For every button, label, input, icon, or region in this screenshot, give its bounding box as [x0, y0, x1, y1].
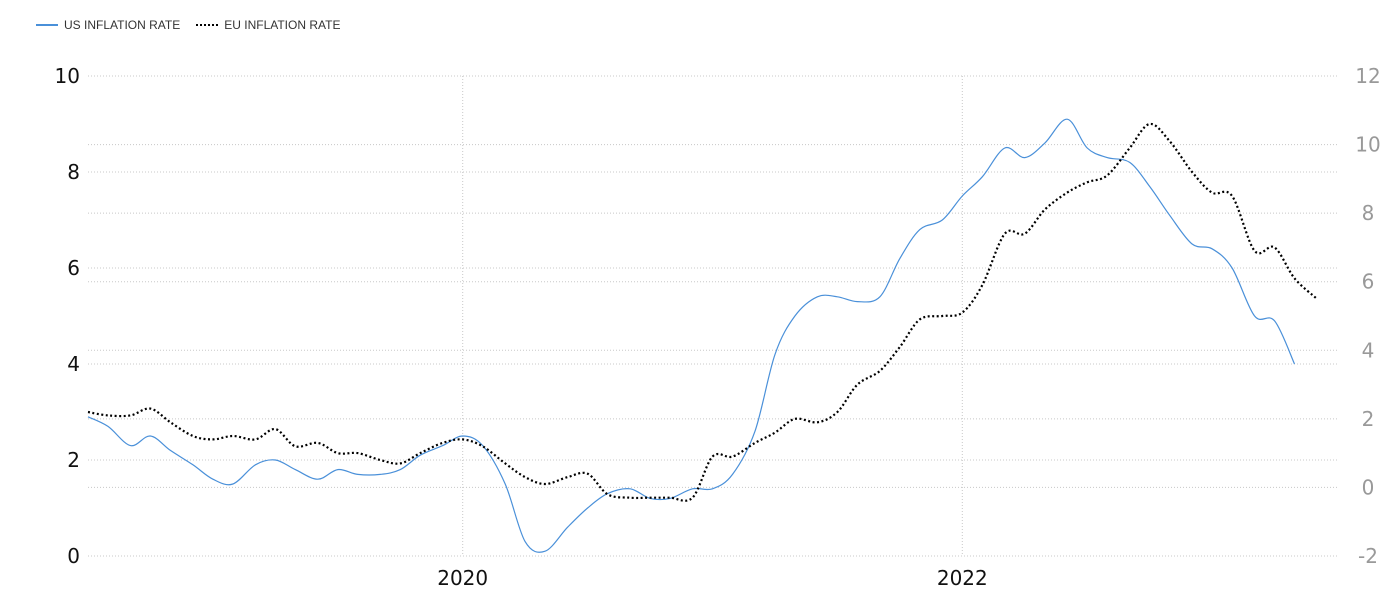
legend-swatch-eu: [196, 24, 219, 26]
legend-item-eu[interactable]: EU INFLATION RATE: [196, 18, 340, 32]
y-axis-left: 0 2 4 6 8 10: [55, 64, 80, 568]
us-inflation-line: [87, 118, 1296, 553]
y-left-tick-label: 0: [67, 544, 80, 568]
y-left-tick-label: 4: [67, 352, 80, 376]
y-right-tick-label: 0: [1362, 475, 1375, 499]
eu-inflation-line: [87, 122, 1318, 502]
grid-lines: [88, 75, 1337, 557]
series-lines: [87, 118, 1318, 553]
y-right-tick-label: 6: [1362, 270, 1375, 294]
x-axis: 2020 2022: [437, 566, 988, 590]
y-right-tick-label: -2: [1358, 544, 1378, 568]
legend-swatch-us: [36, 24, 58, 26]
x-tick-label: 2020: [437, 566, 488, 590]
y-left-tick-label: 8: [67, 160, 80, 184]
legend-label-eu: EU INFLATION RATE: [224, 18, 341, 32]
legend-item-us[interactable]: US INFLATION RATE: [36, 18, 180, 32]
y-left-tick-label: 2: [67, 448, 80, 472]
y-left-tick-label: 6: [67, 256, 80, 280]
y-axis-right: -2 0 2 4 6 8 10 12: [1355, 64, 1380, 568]
y-right-tick-label: 8: [1362, 201, 1375, 225]
y-right-tick-label: 2: [1362, 407, 1375, 431]
x-tick-label: 2022: [937, 566, 988, 590]
legend-label-us: US INFLATION RATE: [64, 18, 181, 32]
y-right-tick-label: 4: [1362, 338, 1375, 362]
y-right-tick-label: 12: [1355, 64, 1380, 88]
y-left-tick-label: 10: [55, 64, 80, 88]
chart-legend: US INFLATION RATE EU INFLATION RATE: [36, 18, 340, 32]
y-right-tick-label: 10: [1355, 133, 1380, 157]
